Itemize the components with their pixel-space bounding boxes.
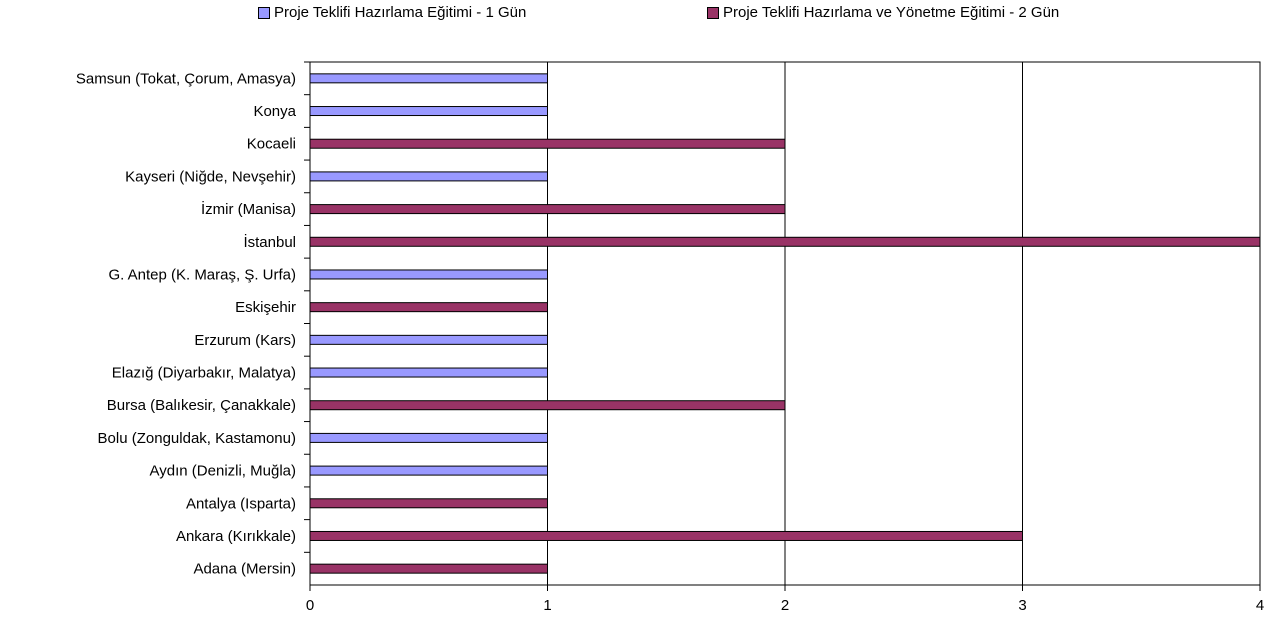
category-label: G. Antep (K. Maraş, Ş. Urfa)	[108, 266, 296, 283]
category-label: İzmir (Manisa)	[201, 200, 296, 218]
bar-series-2	[309, 138, 786, 149]
legend-item-series-2: Proje Teklifi Hazırlama ve Yönetme Eğiti…	[707, 4, 1059, 21]
x-tick-label: 1	[543, 597, 551, 614]
category-label: Ankara (Kırıkkale)	[176, 528, 296, 545]
bar-series-2	[309, 400, 786, 411]
bar-series-2	[309, 563, 548, 574]
category-label: Kayseri (Niğde, Nevşehir)	[125, 168, 296, 185]
legend-swatch-series-1	[258, 6, 270, 19]
bar-series-2	[309, 204, 786, 215]
category-label: Kocaeli	[247, 136, 296, 153]
legend-label-series-2: Proje Teklifi Hazırlama ve Yönetme Eğiti…	[723, 4, 1060, 21]
bar-series-2	[309, 302, 548, 313]
bar-series-2	[309, 498, 548, 509]
bar-series-1	[309, 465, 548, 476]
legend: Proje Teklifi Hazırlama Eğitimi - 1 Gün …	[0, 4, 1284, 24]
category-label: Konya	[253, 103, 296, 120]
category-label: Adana (Mersin)	[193, 561, 296, 578]
legend-swatch-series-2	[707, 6, 719, 19]
x-tick-label: 3	[1018, 597, 1026, 614]
category-label: İstanbul	[243, 233, 296, 251]
category-label: Antalya (Isparta)	[186, 495, 296, 512]
x-tick-label: 0	[306, 597, 314, 614]
category-label: Samsun (Tokat, Çorum, Amasya)	[76, 70, 296, 87]
bar-series-2	[309, 236, 1261, 247]
bar-series-1	[309, 106, 548, 117]
x-tick-label: 2	[781, 597, 789, 614]
legend-item-series-1: Proje Teklifi Hazırlama Eğitimi - 1 Gün	[258, 4, 526, 21]
bar-series-1	[309, 171, 548, 182]
legend-label-series-1: Proje Teklifi Hazırlama Eğitimi - 1 Gün	[274, 4, 527, 21]
category-label: Erzurum (Kars)	[194, 332, 296, 349]
x-tick-label: 4	[1256, 597, 1264, 614]
bar-series-1	[309, 367, 548, 378]
bar-series-1	[309, 334, 548, 345]
bar-series-1	[309, 73, 548, 84]
category-label: Aydın (Denizli, Muğla)	[150, 463, 296, 480]
category-label: Eskişehir	[235, 299, 296, 316]
bar-series-2	[309, 530, 1023, 541]
category-label: Elazığ (Diyarbakır, Malatya)	[112, 365, 296, 382]
bar-series-1	[309, 432, 548, 443]
category-label: Bursa (Balıkesir, Çanakkale)	[107, 397, 296, 414]
bar-series-1	[309, 269, 548, 280]
category-label: Bolu (Zonguldak, Kastamonu)	[98, 430, 296, 447]
